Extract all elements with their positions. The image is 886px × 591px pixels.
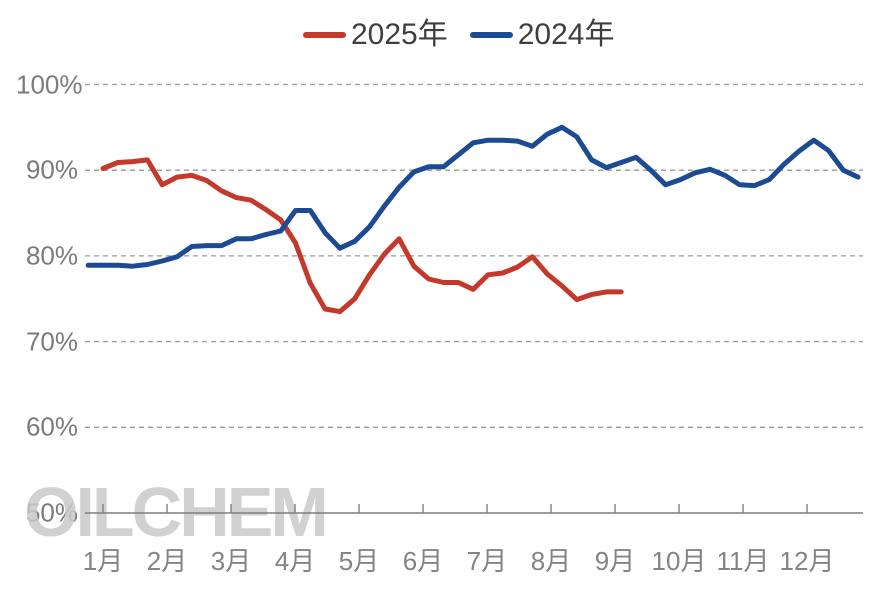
y-tick-label: 100% xyxy=(16,69,83,99)
legend-line-marker-2024 xyxy=(469,32,513,38)
series-line-2024年 xyxy=(85,124,861,269)
y-tick-label: 90% xyxy=(25,154,78,185)
x-tick-label: 6月 xyxy=(402,546,444,576)
x-tick-label: 12月 xyxy=(779,546,835,576)
x-tick-label: 4月 xyxy=(274,546,316,576)
series-line-2025年 xyxy=(100,157,624,315)
y-tick-label: 50% xyxy=(25,497,78,528)
x-tick-label: 8月 xyxy=(530,546,572,576)
legend-item-2024: 2024年 xyxy=(469,17,615,53)
x-tick-label: 2月 xyxy=(146,546,188,576)
y-tick-label: 70% xyxy=(25,326,78,357)
oilchem-watermark: OILCHEM xyxy=(24,473,329,551)
x-tick-label: 9月 xyxy=(594,546,636,576)
y-tick-label: 80% xyxy=(25,240,78,271)
y-tick-label: 60% xyxy=(25,411,78,442)
x-tick-label: 1月 xyxy=(82,546,124,576)
legend-item-2025: 2025年 xyxy=(303,17,448,53)
x-tick-label: 11月 xyxy=(716,546,770,576)
x-tick-label: 3月 xyxy=(210,546,252,576)
x-tick-label: 10月 xyxy=(651,546,707,576)
legend-label-2024: 2024年 xyxy=(517,18,615,51)
legend: 2025年 2024年 xyxy=(303,17,615,53)
legend-label-2025: 2025年 xyxy=(351,18,448,51)
legend-line-marker-2025 xyxy=(303,32,346,38)
x-tick-label: 7月 xyxy=(466,546,508,576)
x-tick-label: 5月 xyxy=(338,546,380,576)
